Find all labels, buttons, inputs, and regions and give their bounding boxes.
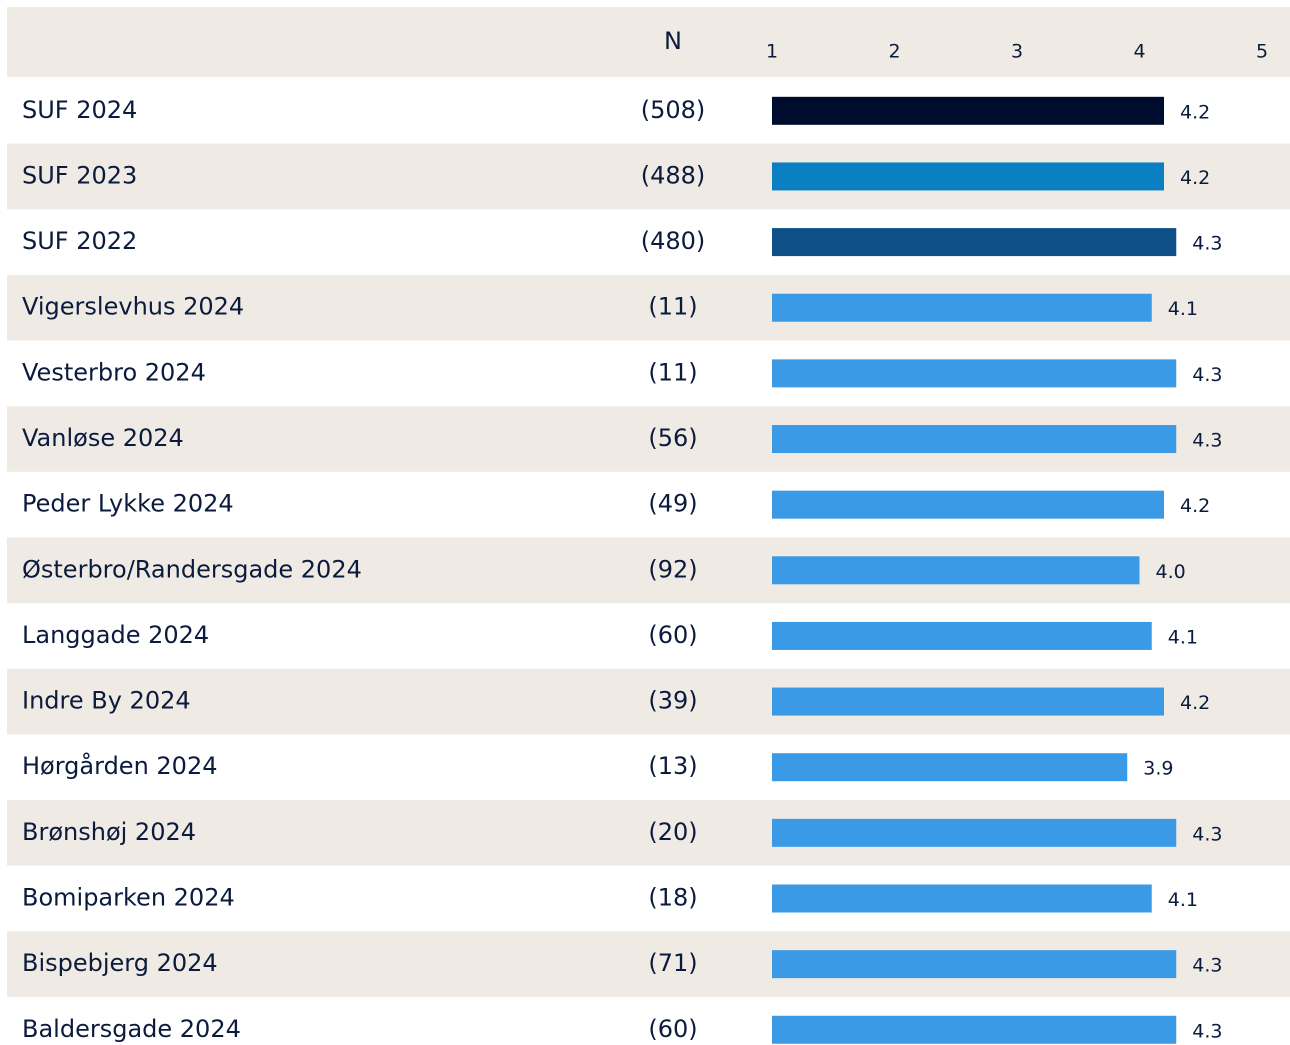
value-label: 4.2 — [1180, 495, 1210, 517]
n-label: (11) — [648, 358, 697, 386]
n-label: (71) — [648, 949, 697, 977]
value-label: 4.1 — [1168, 298, 1198, 320]
n-header: N — [664, 27, 682, 55]
category-label: Vigerslevhus 2024 — [22, 293, 244, 321]
bar — [772, 228, 1177, 257]
bar — [772, 950, 1177, 979]
value-label: 4.0 — [1156, 561, 1186, 583]
value-label: 4.3 — [1192, 823, 1222, 845]
value-label: 4.3 — [1192, 430, 1222, 452]
n-label: (56) — [648, 424, 697, 452]
value-label: 4.3 — [1192, 1020, 1222, 1042]
value-label: 4.2 — [1180, 101, 1210, 123]
n-label: (508) — [641, 96, 706, 124]
n-label: (18) — [648, 884, 697, 912]
category-label: SUF 2024 — [22, 96, 137, 124]
category-label: SUF 2022 — [22, 227, 137, 255]
category-label: Bomiparken 2024 — [22, 884, 235, 912]
n-label: (60) — [648, 1015, 697, 1043]
bar — [772, 490, 1164, 519]
category-label: Peder Lykke 2024 — [22, 490, 234, 518]
value-label: 4.2 — [1180, 167, 1210, 189]
category-label: Langgade 2024 — [22, 621, 209, 649]
category-label: Hørgården 2024 — [22, 751, 217, 780]
value-label: 4.2 — [1180, 692, 1210, 714]
n-label: (39) — [648, 687, 697, 715]
bar — [772, 1015, 1177, 1044]
bar — [772, 293, 1152, 322]
n-label: (60) — [648, 621, 697, 649]
value-label: 4.3 — [1192, 955, 1222, 977]
category-label: Baldersgade 2024 — [22, 1015, 241, 1043]
bar — [772, 884, 1152, 913]
x-tick-label: 2 — [888, 41, 900, 63]
value-label: 3.9 — [1143, 758, 1173, 780]
n-label: (11) — [648, 293, 697, 321]
value-label: 4.3 — [1192, 233, 1222, 255]
value-label: 4.3 — [1192, 364, 1222, 386]
category-label: Bispebjerg 2024 — [22, 949, 218, 977]
category-label: Indre By 2024 — [22, 687, 191, 715]
header-row — [7, 7, 1290, 77]
bar — [772, 359, 1177, 388]
category-label: Østerbro/Randersgade 2024 — [22, 555, 362, 583]
category-label: Brønshøj 2024 — [22, 818, 196, 846]
category-label: Vanløse 2024 — [22, 424, 184, 452]
bar — [772, 96, 1164, 125]
x-tick-label: 5 — [1256, 41, 1268, 63]
bar — [772, 425, 1177, 454]
value-label: 4.1 — [1168, 889, 1198, 911]
n-label: (13) — [648, 752, 697, 780]
bar — [772, 556, 1140, 585]
category-label: SUF 2023 — [22, 161, 137, 189]
n-label: (92) — [648, 555, 697, 583]
n-label: (49) — [648, 490, 697, 518]
bar — [772, 687, 1164, 716]
n-label: (488) — [641, 161, 706, 189]
n-label: (480) — [641, 227, 706, 255]
bar — [772, 162, 1164, 191]
x-tick-label: 4 — [1133, 41, 1145, 63]
x-tick-label: 1 — [766, 41, 778, 63]
category-label: Vesterbro 2024 — [22, 358, 206, 386]
bar — [772, 621, 1152, 650]
value-label: 4.1 — [1168, 626, 1198, 648]
bar — [772, 753, 1128, 782]
n-label: (20) — [648, 818, 697, 846]
x-tick-label: 3 — [1011, 41, 1023, 63]
bar — [772, 818, 1177, 847]
